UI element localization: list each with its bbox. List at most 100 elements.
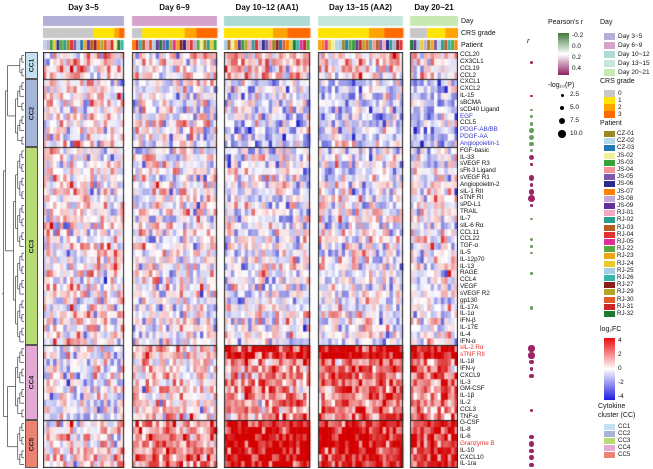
row-label: TRAIL (460, 208, 478, 216)
fc-tick: 0 (618, 365, 622, 372)
logp-tick: 5.0 (570, 104, 580, 111)
row-label: Angiopoietin-2 (460, 180, 500, 188)
row-label: CCL20 (460, 51, 480, 59)
legend-logp-title: -log₁₀(P) (548, 82, 575, 89)
column-group-header: Day 3~5 (68, 3, 99, 12)
legend-pearson-title: Pearson's r (548, 19, 584, 26)
day-swatch (604, 69, 615, 76)
cluster-box-CC3: CC3 (25, 147, 38, 346)
pearson-dot (530, 272, 533, 276)
pearson-dot (528, 188, 535, 195)
patient-swatch (604, 217, 615, 224)
pearson-dot (528, 352, 535, 359)
row-label: TGF-α (460, 242, 479, 250)
row-label: IL-8 (460, 426, 471, 434)
fc-gradient (604, 338, 615, 400)
annotation-label: Day (461, 18, 474, 25)
logp-tick: 7.5 (570, 117, 580, 124)
row-label: PDGF-AB/BB (460, 126, 498, 134)
day-swatch (604, 42, 615, 49)
legend-day-title: Day (600, 19, 613, 26)
row-label: GM-CSF (460, 385, 485, 393)
patient-swatch (604, 131, 615, 137)
row-label: sIL-1 RII (460, 187, 484, 195)
row-label: IL-1β (460, 392, 475, 400)
pearson-dot (528, 175, 535, 181)
row-label: sBCMA (460, 98, 482, 106)
patient-entry: RJ-24 (617, 259, 634, 267)
pearson-dot (530, 252, 533, 255)
row-dendrogram (2, 55, 24, 465)
pearson-dot (528, 195, 535, 203)
patient-entry: RJ-29 (617, 288, 634, 296)
row-label: IL-2 (460, 399, 471, 406)
row-label: IL-12p70 (460, 255, 485, 263)
cluster-label: CC1 (28, 58, 36, 73)
row-label: CXCL2 (460, 85, 481, 93)
pearson-dot (529, 183, 534, 187)
row-label: IL-13 (460, 262, 475, 270)
cluster-label: CC4 (28, 375, 36, 390)
row-label: IL-3 (460, 378, 471, 386)
row-label: IL-18 (460, 358, 475, 366)
crs-swatch (604, 97, 615, 104)
cc-swatch (604, 424, 615, 430)
pearson-dot (529, 149, 534, 153)
cluster-label: CC5 (28, 437, 36, 451)
cluster-box-CC2: CC2 (25, 79, 38, 148)
column-group-header: Day 10~12 (AA1) (235, 3, 299, 12)
column-group-header: Day 6~9 (159, 3, 190, 12)
day-swatch (604, 60, 615, 67)
patient-swatch (604, 311, 615, 317)
cc-swatch (604, 445, 615, 451)
patient-entry: RJ-04 (617, 230, 634, 238)
pearson-dot (529, 373, 534, 378)
pearson-dot (528, 345, 535, 352)
patient-swatch (604, 267, 615, 274)
patient-swatch (604, 231, 615, 238)
logp-tick: 2.5 (570, 91, 580, 98)
patient-swatch (604, 174, 615, 181)
cc-swatch (604, 452, 615, 458)
row-label: Granzyme B (460, 439, 495, 447)
pearson-dot (529, 448, 534, 454)
logp-size-dot (560, 93, 564, 97)
crs-swatch (604, 104, 615, 111)
row-label: sVEGF R3 (460, 160, 490, 168)
cc-swatch (604, 438, 615, 444)
row-label: G-CSF (460, 419, 480, 427)
row-label: sIL-2 Rα (460, 344, 484, 352)
patient-swatch (604, 138, 615, 145)
pearson-dot (528, 155, 535, 161)
day-entry: Day 20~21 (618, 69, 650, 76)
row-label: sFlt-3 Ligand (460, 167, 496, 175)
logp-size-dot (558, 130, 566, 138)
fc-tick: 4 (618, 337, 622, 344)
pearson-dot (529, 367, 534, 371)
row-label: sCD40 Ligand (460, 105, 500, 113)
patient-entry: JS-02 (617, 151, 634, 159)
pearson-dot (529, 128, 534, 133)
patient-swatch (604, 282, 615, 289)
row-label: IFN-α (460, 337, 476, 345)
row-label: TNF-α (460, 412, 478, 420)
pearson-dot (529, 305, 534, 310)
day-entry: Day 13~15 (618, 60, 650, 67)
column-annotation-bars (43, 16, 458, 50)
row-label: IL-15 (460, 92, 475, 100)
crs-swatch (604, 111, 615, 118)
row-label: IL-6 (460, 433, 471, 441)
cc-swatch (604, 431, 615, 437)
row-label: IL-1α (460, 310, 475, 318)
day-swatch (604, 51, 615, 58)
row-label: CXCL9 (460, 371, 481, 379)
day-entry: Day 6~9 (618, 42, 643, 49)
patient-swatch (604, 296, 615, 303)
cc-entry: CC4 (618, 444, 631, 451)
pearson-dot (529, 237, 534, 242)
patient-swatch (604, 152, 615, 159)
cluster-box-CC1: CC1 (25, 52, 38, 80)
patient-entry: CZ-03 (617, 144, 635, 152)
pearson-dot (529, 408, 534, 412)
day-swatch (604, 33, 615, 40)
